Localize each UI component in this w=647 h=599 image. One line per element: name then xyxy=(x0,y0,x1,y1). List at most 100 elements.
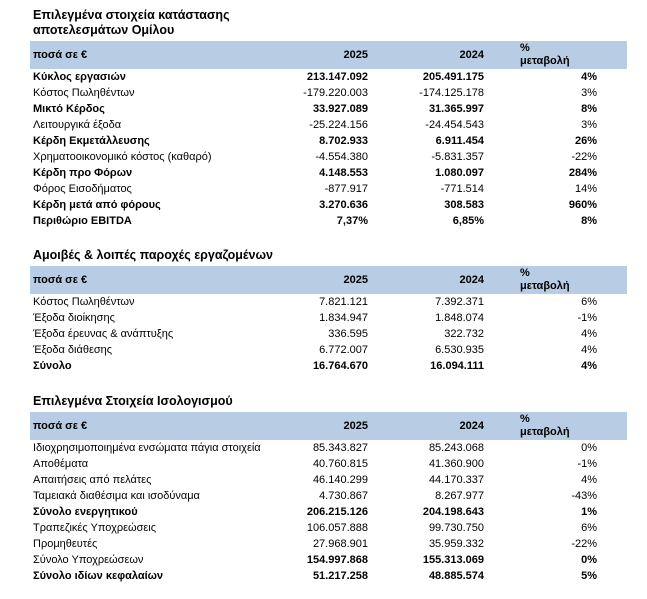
row-label: Σύνολο Υποχρεώσεων xyxy=(33,554,144,566)
value-current-year: 8.702.933 xyxy=(319,135,368,147)
header-change-label: % μεταβολή xyxy=(520,267,570,292)
value-change-percent: 26% xyxy=(574,135,597,147)
table-header-row: ποσά σε € 2025 2024 % μεταβολή xyxy=(30,266,627,294)
value-prior-year: 308.583 xyxy=(444,199,484,211)
value-current-year: -877.917 xyxy=(324,183,368,195)
value-current-year: 40.760.815 xyxy=(312,458,368,470)
table-row: Προμηθευτές 27.968.901 35.959.332 -22% xyxy=(30,536,627,552)
value-current-year: 85.343.827 xyxy=(312,442,368,454)
value-current-year: -25.224.156 xyxy=(309,119,368,131)
value-change-percent: -1% xyxy=(577,312,597,324)
value-change-percent: 284% xyxy=(568,167,597,179)
value-prior-year: 31.365.997 xyxy=(428,103,484,115)
value-change-percent: 4% xyxy=(581,360,597,372)
header-amounts-label: ποσά σε € xyxy=(33,49,88,61)
value-change-percent: 5% xyxy=(581,570,597,582)
value-prior-year: 1.080.097 xyxy=(435,167,484,179)
row-label: Κέρδη προ Φόρων xyxy=(33,167,133,179)
table-row: Κύκλος εργασιών 213.147.092 205.491.175 4% xyxy=(30,69,627,85)
table-row: Κόστος Πωληθέντων -179.220.003 -174.125.17… xyxy=(30,85,627,101)
header-year-prior: 2024 xyxy=(459,49,484,61)
employee-benefits-table: ποσά σε € 2025 2024 % μεταβολή Κόστος Πω… xyxy=(30,266,627,374)
value-prior-year: 48.885.574 xyxy=(428,570,484,582)
value-current-year: 1.834.947 xyxy=(319,312,368,324)
income-statement-section: Επιλεγμένα στοιχεία κατάστασης αποτελεσμ… xyxy=(30,8,627,229)
table-row: Χρηματοοικονομικό κόστος (καθαρό) -4.554.… xyxy=(30,149,627,165)
row-label: Κέρδη Εκμετάλλευσης xyxy=(33,135,150,147)
value-change-percent: 8% xyxy=(581,103,597,115)
value-change-percent: -22% xyxy=(571,538,597,550)
table-row: Έξοδα διάθεσης 6.772.007 6.530.935 4% xyxy=(30,342,627,358)
row-label: Χρηματοοικονομικό κόστος (καθαρό) xyxy=(33,151,212,163)
table-header-row: ποσά σε € 2025 2024 % μεταβολή xyxy=(30,412,627,440)
row-label: Αποθέματα xyxy=(33,458,89,470)
value-prior-year: -5.831.357 xyxy=(431,151,484,163)
row-label: Περιθώριο EBITDA xyxy=(33,215,132,227)
row-label: Απαιτήσεις από πελάτες xyxy=(33,474,152,486)
value-change-percent: 6% xyxy=(581,522,597,534)
row-label: Κέρδη μετά από φόρους xyxy=(33,199,161,211)
table-row: Λειτουργικά έξοδα -25.224.156 -24.454.543 3… xyxy=(30,117,627,133)
value-current-year: 106.057.888 xyxy=(306,522,368,534)
table-row: Έξοδα διοίκησης 1.834.947 1.848.074 -1% xyxy=(30,310,627,326)
value-change-percent: 0% xyxy=(581,442,597,454)
value-prior-year: 204.198.643 xyxy=(422,506,484,518)
financial-report-document: Επιλεγμένα στοιχεία κατάστασης αποτελεσμ… xyxy=(30,8,627,582)
balance-sheet-title: Επιλεγμένα Στοιχεία Ισολογισμού xyxy=(33,394,233,408)
value-current-year: 336.595 xyxy=(328,328,368,340)
income-statement-table: ποσά σε € 2025 2024 % μεταβολή Κύκλος ερ… xyxy=(30,41,627,229)
value-change-percent: 1% xyxy=(581,506,597,518)
value-prior-year: 6,85% xyxy=(452,215,484,227)
value-prior-year: 99.730.750 xyxy=(428,522,484,534)
value-change-percent: 4% xyxy=(581,344,597,356)
value-current-year: 27.968.901 xyxy=(312,538,368,550)
row-label: Τραπεζικές Υποχρεώσεις xyxy=(33,522,157,534)
value-change-percent: -22% xyxy=(571,151,597,163)
row-label: Σύνολο ενεργητικού xyxy=(33,506,138,518)
table-row: Ταμειακά διαθέσιμα και ισοδύναμα 4.730.86… xyxy=(30,488,627,504)
row-label: Σύνολο xyxy=(33,360,72,372)
header-year-current: 2025 xyxy=(343,274,368,286)
value-change-percent: 4% xyxy=(581,328,597,340)
row-label: Ταμειακά διαθέσιμα και ισοδύναμα xyxy=(33,490,200,502)
row-label: Μικτό Κέρδος xyxy=(33,103,105,115)
value-prior-year: -771.514 xyxy=(440,183,484,195)
header-year-current: 2025 xyxy=(343,49,368,61)
table-row: Μικτό Κέρδος 33.927.089 31.365.997 8% xyxy=(30,101,627,117)
table-row: Σύνολο 16.764.670 16.094.111 4% xyxy=(30,358,627,374)
employee-benefits-section: Αμοιβές & λοιπές παροχές εργαζομένων ποσ… xyxy=(30,248,627,374)
value-current-year: 7,37% xyxy=(336,215,368,227)
value-prior-year: -174.125.178 xyxy=(419,87,484,99)
header-year-current: 2025 xyxy=(343,420,368,432)
table-row: Σύνολο ενεργητικού 206.215.126 204.198.643… xyxy=(30,504,627,520)
row-label: Έξοδα διάθεσης xyxy=(33,344,113,356)
value-prior-year: 6.530.935 xyxy=(435,344,484,356)
value-current-year: -4.554.380 xyxy=(315,151,368,163)
value-prior-year: 322.732 xyxy=(444,328,484,340)
table-row: Απαιτήσεις από πελάτες 46.140.299 44.170.3… xyxy=(30,472,627,488)
value-prior-year: 6.911.454 xyxy=(435,135,484,147)
value-change-percent: 4% xyxy=(581,71,597,83)
table-header-row: ποσά σε € 2025 2024 % μεταβολή xyxy=(30,41,627,69)
value-change-percent: 0% xyxy=(581,554,597,566)
value-current-year: 213.147.092 xyxy=(306,71,368,83)
value-prior-year: 16.094.111 xyxy=(430,360,484,372)
value-prior-year: 8.267.977 xyxy=(435,490,484,502)
header-change-label: % μεταβολή xyxy=(520,42,570,67)
value-change-percent: 960% xyxy=(568,199,597,211)
row-label: Προμηθευτές xyxy=(33,538,98,550)
value-prior-year: -24.454.543 xyxy=(425,119,484,131)
income-statement-title: Επιλεγμένα στοιχεία κατάστασης αποτελεσμ… xyxy=(33,8,230,37)
table-row: Ιδιοχρησιμοποιημένα ενσώματα πάγια στοιχ… xyxy=(30,440,627,456)
value-change-percent: 8% xyxy=(581,215,597,227)
header-year-prior: 2024 xyxy=(459,274,484,286)
value-change-percent: 3% xyxy=(581,119,597,131)
row-label: Φόρος Εισοδήματος xyxy=(33,183,132,195)
row-label: Έξοδα διοίκησης xyxy=(33,312,115,324)
value-change-percent: 14% xyxy=(574,183,597,195)
value-current-year: 16.764.670 xyxy=(312,360,368,372)
value-current-year: 3.270.636 xyxy=(319,199,368,211)
value-current-year: 4.730.867 xyxy=(319,490,368,502)
value-current-year: 46.140.299 xyxy=(312,474,368,486)
value-change-percent: 3% xyxy=(581,87,597,99)
